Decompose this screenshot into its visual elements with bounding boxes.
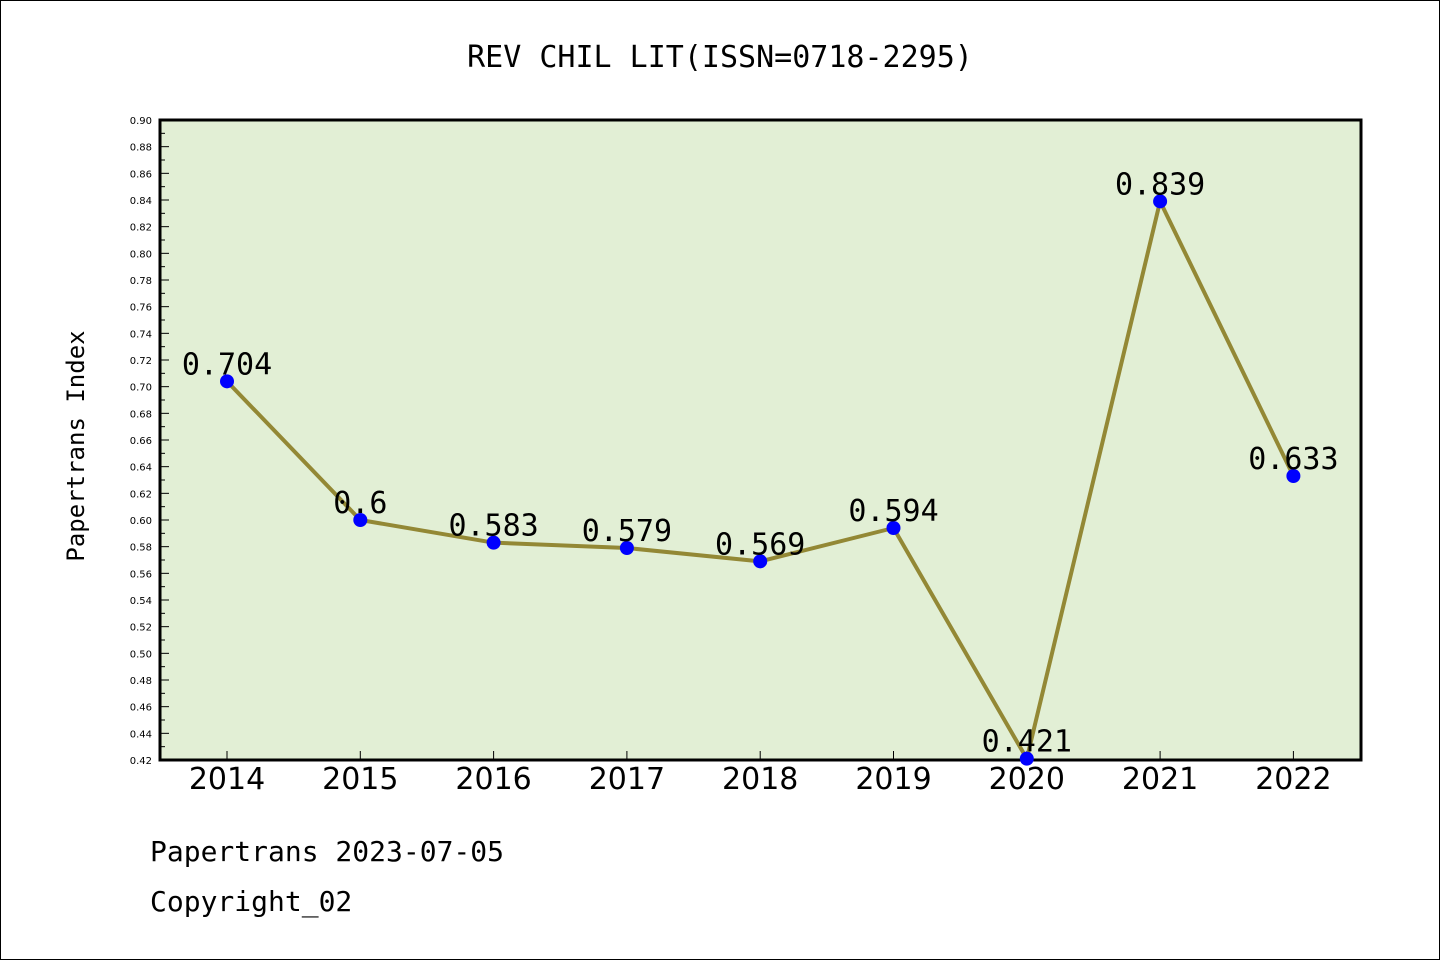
x-tick-label: 2020 xyxy=(989,762,1065,797)
data-label: 0.633 xyxy=(1248,442,1338,477)
x-tick-label: 2016 xyxy=(455,762,531,797)
data-point xyxy=(1153,194,1168,209)
y-tick-label: 0.68 xyxy=(130,409,152,420)
data-label: 0.839 xyxy=(1115,167,1205,202)
data-point xyxy=(1286,469,1301,483)
data-point xyxy=(353,513,368,527)
y-tick-label: 0.84 xyxy=(130,196,152,207)
x-tick-label: 2018 xyxy=(722,762,798,797)
x-tick-label: 2017 xyxy=(589,762,665,797)
footer-copyright: Copyright_02 xyxy=(150,885,353,918)
y-tick-label: 0.78 xyxy=(130,276,152,287)
data-label: 0.421 xyxy=(982,725,1072,760)
x-axis: 2014 2015 2016 2017 2018 2019 2020 2021 2022 xyxy=(189,751,1332,797)
y-tick-label: 0.60 xyxy=(130,516,152,527)
y-tick-label: 0.64 xyxy=(130,463,152,474)
y-tick-label: 0.72 xyxy=(130,356,152,367)
y-tick-label: 0.88 xyxy=(130,143,152,154)
x-tick-label: 2021 xyxy=(1122,762,1198,797)
data-label: 0.6 xyxy=(333,486,387,521)
data-label: 0.579 xyxy=(582,514,672,549)
y-tick-label: 0.80 xyxy=(130,249,152,260)
y-tick-label: 0.56 xyxy=(130,569,152,580)
y-tick-label: 0.74 xyxy=(130,329,152,340)
chart-title: REV CHIL LIT(ISSN=0718-2295) xyxy=(467,40,973,75)
data-point xyxy=(619,541,634,555)
y-axis-label: Papertrans Index xyxy=(62,330,90,561)
data-label: 0.594 xyxy=(848,494,938,529)
footer-date-line: Papertrans 2023-07-05 xyxy=(150,835,505,868)
y-tick-label: 0.90 xyxy=(130,116,152,127)
data-point xyxy=(486,535,501,550)
x-tick-label: 2015 xyxy=(322,762,398,797)
y-tick-label: 0.54 xyxy=(130,596,152,607)
data-label: 0.569 xyxy=(715,527,805,562)
series: 0.704 0.6 0.583 0.579 0.569 0.594 0.421 0.839 0.… xyxy=(182,167,1339,766)
plot-area xyxy=(158,118,1363,762)
y-tick-label: 0.46 xyxy=(130,703,152,714)
y-tick-label: 0.82 xyxy=(130,223,152,234)
data-label: 0.704 xyxy=(182,347,272,382)
data-point xyxy=(753,554,768,569)
y-axis: 0.42 0.44 0.46 0.48 0.50 0.52 0.54 0.56 0.58 0.60… xyxy=(130,116,169,767)
data-point xyxy=(886,521,901,535)
data-point xyxy=(1019,751,1034,766)
x-tick-label: 2022 xyxy=(1255,762,1331,797)
y-tick-label: 0.48 xyxy=(130,676,152,687)
data-point xyxy=(220,374,234,389)
y-tick-label: 0.58 xyxy=(130,543,152,554)
data-label: 0.583 xyxy=(448,509,538,544)
y-tick-label: 0.70 xyxy=(130,383,152,394)
x-tick-label: 2014 xyxy=(189,762,265,797)
x-tick-label: 2019 xyxy=(855,762,931,797)
y-tick-label: 0.44 xyxy=(130,729,152,740)
y-tick-label: 0.76 xyxy=(130,303,152,314)
y-tick-label: 0.52 xyxy=(130,623,152,634)
y-tick-label: 0.50 xyxy=(130,649,152,660)
y-tick-label: 0.62 xyxy=(130,489,152,500)
y-tick-label: 0.86 xyxy=(130,169,152,180)
y-tick-label: 0.66 xyxy=(130,436,152,447)
y-tick-label: 0.42 xyxy=(130,756,152,767)
